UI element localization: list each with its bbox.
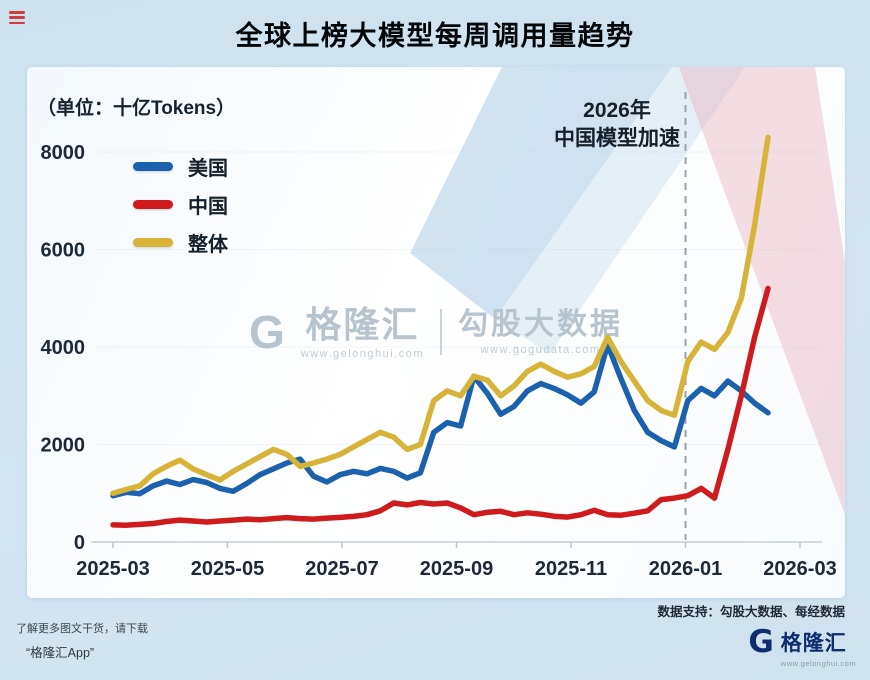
legend-swatch-overall <box>133 237 173 247</box>
svg-text:2000: 2000 <box>41 435 86 457</box>
svg-text:2025-07: 2025-07 <box>305 558 378 580</box>
watermark-partner: 勾股大数据 <box>458 308 624 342</box>
svg-text:2025-09: 2025-09 <box>420 558 493 580</box>
legend-item-overall: 整体 <box>133 223 228 261</box>
svg-text:2026-01: 2026-01 <box>649 558 722 580</box>
legend-swatch-china <box>133 199 173 209</box>
svg-text:6000: 6000 <box>41 240 86 262</box>
watermark-brand-block: 格隆汇 www.gelonghui.com <box>301 305 424 360</box>
watermark-brand-url: www.gelonghui.com <box>300 347 425 360</box>
watermark-g-logo-icon: G <box>248 306 285 359</box>
svg-text:8000: 8000 <box>41 142 86 164</box>
legend-label-china: 中国 <box>188 195 228 218</box>
page-title: 全球上榜大模型每周调用量趋势 <box>235 21 635 51</box>
watermark-brand: 格隆汇 <box>305 304 420 345</box>
menu-icon <box>9 11 25 24</box>
data-support-text: 数据支持：勾股大数据、每经数据 <box>657 605 845 619</box>
brand-g-icon: G <box>748 624 774 660</box>
annotation-line1: 2026年 <box>583 99 651 122</box>
footer-promo-line2: “格隆汇App” <box>26 646 95 660</box>
legend-swatch-us <box>133 161 173 171</box>
brand-text-block: 格隆汇 www.gelonghui.com <box>781 627 856 668</box>
svg-text:2026-03: 2026-03 <box>763 558 836 580</box>
watermark-partner-url: www.gogudata.com <box>480 344 601 357</box>
svg-text:0: 0 <box>74 532 85 554</box>
legend-label-overall: 整体 <box>188 233 228 256</box>
legend-item-us: 美国 <box>133 147 228 185</box>
svg-text:2025-11: 2025-11 <box>535 558 607 580</box>
brand-logo: G 格隆汇 www.gelonghui.com <box>748 624 856 669</box>
brand-name: 格隆汇 <box>780 632 847 655</box>
watermark-divider <box>440 309 443 356</box>
annotation-line2: 中国模型加速 <box>554 127 680 150</box>
chart-annotation: 2026年 中国模型加速 <box>507 97 727 153</box>
watermark-partner-block: 勾股大数据 www.gogudata.com <box>458 308 623 356</box>
svg-text:4000: 4000 <box>41 337 86 359</box>
svg-text:2025-03: 2025-03 <box>76 558 149 580</box>
legend-item-china: 中国 <box>133 185 228 223</box>
footer-promo: 了解更多图文干货，请下载 “格隆汇App” <box>16 620 148 661</box>
footer-promo-line1: 了解更多图文干货，请下载 <box>16 623 148 635</box>
svg-text:2025-05: 2025-05 <box>191 558 264 580</box>
unit-label: （单位：十亿Tokens） <box>37 98 236 119</box>
legend-label-us: 美国 <box>188 157 228 180</box>
chart-panel: G 格隆汇 www.gelonghui.com 勾股大数据 www.goguda… <box>27 67 845 598</box>
chart-legend: 美国 中国 整体 <box>133 147 228 261</box>
brand-subtext: www.gelonghui.com <box>780 659 856 668</box>
watermark: G 格隆汇 www.gelonghui.com 勾股大数据 www.goguda… <box>249 305 623 360</box>
